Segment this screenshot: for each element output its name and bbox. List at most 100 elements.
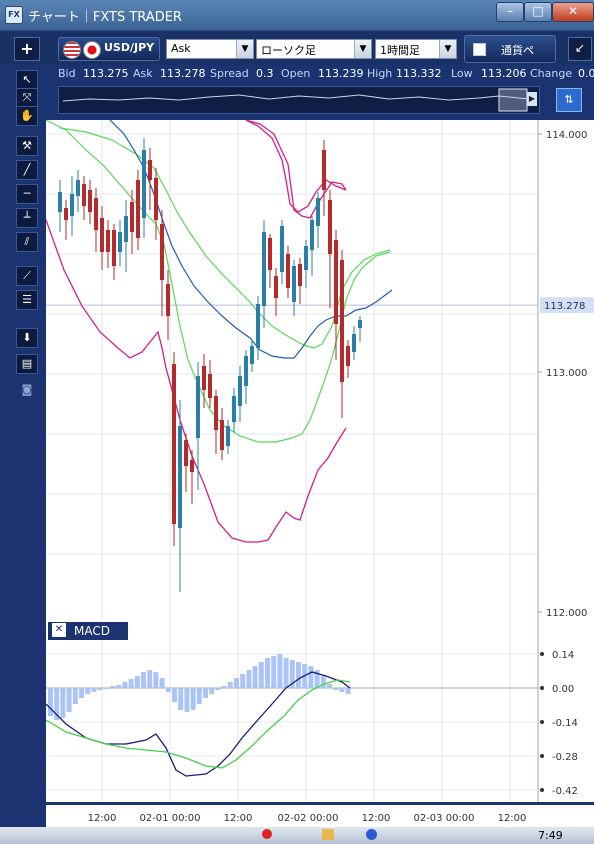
macd-line [45, 671, 351, 777]
spread-value: 0.3 [256, 67, 274, 80]
spacer [66, 120, 394, 442]
hand-icon[interactable]: ✋ [16, 106, 38, 126]
macd-histogram-bar [289, 660, 295, 688]
timeframe-select[interactable]: 1時間足 ▼ [375, 39, 457, 59]
horizontal-line-icon[interactable]: ─ [16, 184, 38, 204]
chart-navigator[interactable] [58, 86, 540, 114]
candle-body [196, 376, 200, 438]
hammer-icon[interactable]: ⚒ [16, 136, 38, 156]
macd-histogram-bar [258, 662, 264, 688]
chart-type-value: ローソク足 [261, 44, 316, 57]
macd-tick-label: -0.42 [552, 786, 578, 797]
low-value: 113.206 [481, 67, 527, 80]
macd-histogram-bar [196, 688, 202, 704]
navigator-sparkline [62, 88, 530, 112]
y-tick-label: 113.000 [546, 368, 587, 379]
macd-histogram-bar [147, 670, 153, 688]
time-axis: 12:00 02-01 00:00 12:00 02-02 00:00 12:00 02-… [46, 802, 594, 830]
current-price-tag [540, 297, 594, 314]
macd-histogram-bar [227, 682, 233, 688]
macd-histogram-bar [48, 688, 53, 716]
fibonacci-icon[interactable]: ☰ [16, 290, 38, 310]
candle-body [178, 426, 182, 528]
currency-pair-selector[interactable]: USD/JPY [58, 37, 160, 61]
candle-body [268, 238, 272, 270]
camera-icon[interactable]: ◙ [16, 380, 38, 400]
candle-body [250, 346, 254, 364]
macd-histogram-bar [60, 688, 66, 718]
candle-body [214, 396, 218, 430]
macd-chart[interactable]: 0.14 0.00 -0.14 -0.28 -0.42 ✕ MACD [45, 620, 594, 802]
fan-icon[interactable]: ⟋ [16, 266, 38, 286]
macd-histogram-bar [209, 688, 215, 694]
tray-help-icon[interactable] [366, 829, 377, 840]
open-label: Open [281, 67, 311, 80]
y-tick-label: 112.000 [546, 608, 587, 619]
currency-checkbox[interactable] [473, 43, 486, 56]
chevron-down-icon[interactable]: ▼ [354, 40, 371, 58]
macd-histogram-bar [165, 688, 171, 692]
macd-histogram-bar [345, 688, 351, 694]
macd-histogram-bar [159, 678, 165, 688]
close-button[interactable]: ✕ [552, 2, 594, 22]
chevron-down-icon[interactable]: ▼ [236, 40, 253, 58]
macd-tick-dot [540, 652, 544, 656]
tray-folder-icon[interactable] [322, 829, 334, 840]
candle-body [262, 232, 266, 306]
price-type-select[interactable]: Ask ▼ [166, 39, 254, 59]
expand-arrow-icon[interactable]: ↙ [568, 37, 592, 61]
candle-body [232, 396, 236, 422]
change-value: 0.0 [578, 67, 594, 80]
ask-label: Ask [133, 67, 153, 80]
minimize-button[interactable]: – [496, 2, 524, 22]
price-chart[interactable]: 114.000 113.000 112.000 113.278 [45, 119, 594, 620]
vertical-line-icon[interactable]: ┴ [16, 208, 38, 228]
chevron-down-icon[interactable]: ▼ [439, 40, 456, 58]
time-axis-canvas: 12:00 02-01 00:00 12:00 02-02 00:00 12:00 02-… [88, 813, 527, 824]
candle-body [334, 240, 338, 324]
tray-alert-icon[interactable] [262, 829, 272, 839]
candle-body [226, 426, 230, 446]
candle-body [130, 202, 134, 232]
macd-tick-dot [540, 686, 544, 690]
macd-histogram-bar [141, 672, 146, 688]
crosshair-pointer-icon[interactable]: ⤧ [16, 88, 38, 108]
macd-histogram-bar [172, 688, 177, 702]
candle-body [352, 334, 356, 352]
candle-body [286, 254, 290, 288]
candle-body [112, 230, 116, 266]
navigator-right-arrow[interactable]: ▶ [527, 92, 537, 106]
candle-body [70, 194, 74, 216]
pointer-icon[interactable]: ↖ [16, 70, 38, 90]
trend-line-icon[interactable]: ╱ [16, 160, 38, 180]
navigator-zoom-button[interactable]: ⇅ [556, 88, 582, 112]
list-icon[interactable]: ▤ [16, 354, 38, 374]
candle-body [154, 178, 158, 220]
candle-body [358, 320, 362, 328]
download-icon[interactable]: ⬇ [16, 328, 38, 348]
candle-body [118, 232, 122, 252]
macd-histogram-bar [72, 688, 78, 704]
x-tick-label: 12:00 [88, 813, 117, 824]
add-chart-button[interactable]: + [14, 37, 40, 61]
drawing-toolbar: ↖ ⤧ ✋ ⚒ ╱ ─ ┴ ⫽ ⟋ ☰ ⬇ ▤ ◙ [14, 66, 40, 406]
macd-histogram-bar [91, 688, 97, 692]
candle-body [190, 460, 194, 472]
chart-type-select[interactable]: ローソク足 ▼ [256, 39, 372, 59]
high-value: 113.332 [396, 67, 442, 80]
currency-pair-list-button[interactable]: 通貨ペ [464, 35, 556, 63]
candle-body [274, 276, 278, 298]
macd-histogram-bar [110, 686, 115, 688]
maximize-button[interactable]: □ [524, 2, 552, 22]
x-tick-label: 12:00 [224, 813, 253, 824]
macd-histogram-bar [327, 684, 332, 688]
macd-histogram-bar [234, 678, 239, 688]
parallel-channel-icon[interactable]: ⫽ [16, 232, 38, 252]
chart-toolbar: + USD/JPY Ask ▼ ローソク足 ▼ 1時間足 ▼ 通貨ペ ↙ [0, 30, 594, 65]
candle-body [280, 226, 284, 272]
macd-histogram-bar [314, 670, 320, 688]
macd-close-button[interactable]: ✕ [52, 623, 66, 637]
timeframe-value: 1時間足 [380, 44, 420, 57]
us-flag-icon [63, 41, 81, 59]
price-chart-canvas: 114.000 113.000 112.000 113.278 [45, 119, 594, 620]
